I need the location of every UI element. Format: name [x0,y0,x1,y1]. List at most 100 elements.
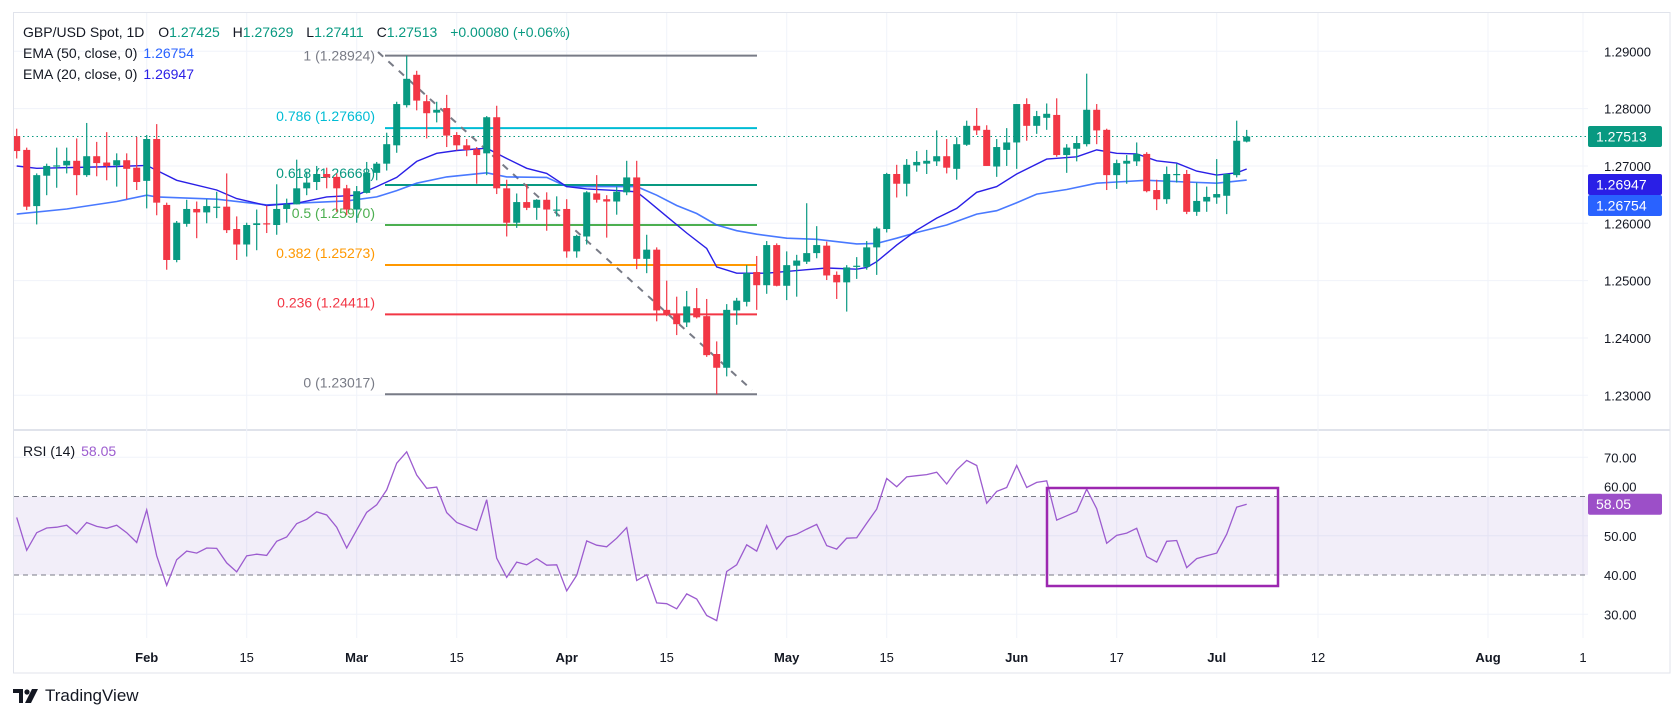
candle[interactable] [723,304,731,377]
candle[interactable] [733,297,741,325]
candle[interactable] [1043,103,1051,130]
candle[interactable] [383,132,391,171]
candle[interactable] [1143,152,1151,193]
candle[interactable] [853,257,861,279]
plot-area[interactable]: 1 (1.28924) 0.786 (1.27660) 0.618 (1.26668… [13,48,1588,622]
candle[interactable] [83,122,91,177]
candle[interactable] [543,192,551,231]
candle[interactable] [883,172,891,233]
candle[interactable] [163,202,171,270]
candle[interactable] [293,159,301,205]
candle[interactable] [143,135,151,209]
candle[interactable] [563,199,571,258]
candle[interactable] [653,247,661,322]
candle[interactable] [13,128,21,159]
candle[interactable] [53,147,61,188]
candle[interactable] [963,120,971,146]
candle[interactable] [23,147,31,211]
candle[interactable] [953,137,961,180]
candle[interactable] [93,141,101,177]
candle[interactable] [1003,128,1011,166]
candle[interactable] [373,161,381,181]
rsi-line[interactable] [16,450,1247,622]
candle[interactable] [1153,179,1161,211]
candle[interactable] [463,139,471,157]
candle[interactable] [303,171,311,196]
candle[interactable] [923,149,931,174]
candle[interactable] [743,265,751,307]
candle[interactable] [113,153,121,187]
candle[interactable] [263,205,271,234]
candle[interactable] [1193,182,1201,216]
candle[interactable] [1183,169,1191,215]
candle[interactable] [133,136,141,191]
candle[interactable] [1103,128,1111,191]
candle[interactable] [1053,98,1061,157]
candle[interactable] [123,153,131,200]
candle[interactable] [913,151,921,172]
candle[interactable] [333,173,341,212]
candle[interactable] [983,125,991,166]
candle[interactable] [423,94,431,139]
candle[interactable] [63,147,71,174]
candle[interactable] [603,195,611,238]
candle[interactable] [633,160,641,270]
candle[interactable] [1173,163,1181,183]
candle[interactable] [873,226,881,275]
candle[interactable] [783,251,791,301]
candle[interactable] [1033,110,1041,134]
candle[interactable] [773,243,781,287]
candle[interactable] [933,130,941,166]
candle[interactable] [483,116,491,176]
candle[interactable] [173,220,181,263]
candle[interactable] [283,198,291,223]
candle[interactable] [643,234,651,274]
candle[interactable] [833,271,841,299]
candle[interactable] [33,173,41,225]
candle[interactable] [273,184,281,235]
candle[interactable] [1123,155,1131,184]
candle[interactable] [1213,159,1221,204]
candle[interactable] [713,341,721,395]
candle[interactable] [513,193,521,228]
candle[interactable] [843,265,851,312]
candle[interactable] [193,201,201,239]
candle[interactable] [403,55,411,108]
candle[interactable] [43,163,51,196]
candle[interactable] [473,147,481,184]
candle[interactable] [453,132,461,151]
candle[interactable] [753,255,761,310]
candle[interactable] [1023,98,1031,141]
candle[interactable] [213,191,221,219]
candle[interactable] [183,199,191,227]
tradingview-logo[interactable]: TradingView [13,686,139,706]
candle[interactable] [1013,104,1021,169]
candle[interactable] [353,186,361,223]
candle[interactable] [503,179,511,237]
candle[interactable] [973,108,981,136]
ema50-line[interactable] [16,171,1247,245]
candle[interactable] [1113,159,1121,189]
candle[interactable] [703,298,711,357]
ema20-legend[interactable]: EMA (20, close, 0) 1.26947 [23,64,194,84]
candle[interactable] [613,186,621,215]
candle[interactable] [683,290,691,328]
candle[interactable] [803,203,811,264]
candle[interactable] [1163,166,1171,204]
candle[interactable] [623,160,631,196]
candle[interactable] [1233,120,1241,178]
candle[interactable] [763,241,771,294]
candle[interactable] [1083,73,1091,147]
candle[interactable] [1243,129,1251,143]
candle[interactable] [103,132,111,181]
candle[interactable] [493,105,501,195]
candle[interactable] [893,164,901,198]
candle[interactable] [793,254,801,297]
candle[interactable] [233,216,241,260]
candle[interactable] [663,280,671,317]
candle[interactable] [903,159,911,197]
candle[interactable] [313,165,321,191]
candle[interactable] [433,101,441,123]
candle[interactable] [1203,186,1211,212]
